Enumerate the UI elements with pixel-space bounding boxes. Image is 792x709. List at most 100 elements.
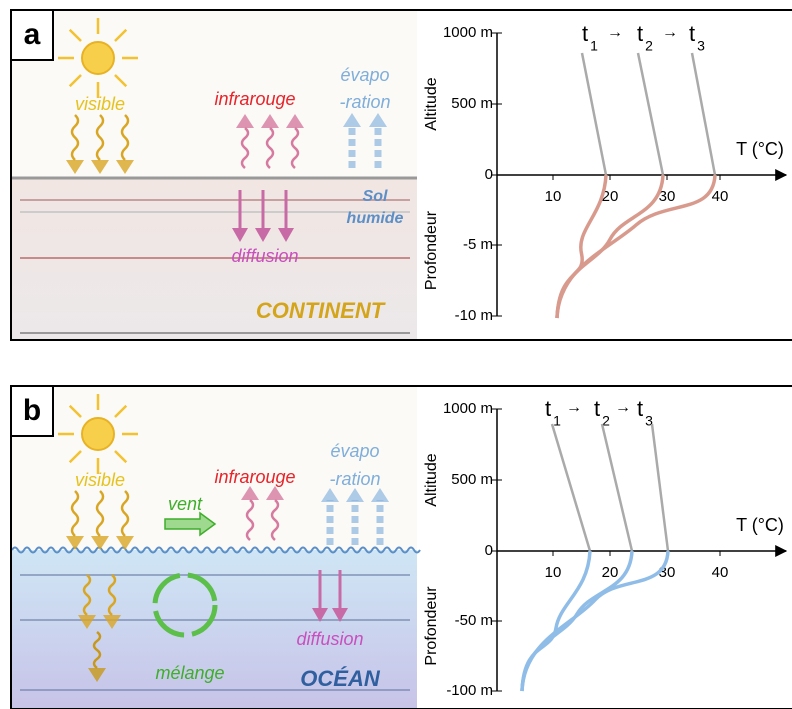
panel-letter: b — [23, 394, 41, 427]
y-axis-label: Altitude — [423, 453, 440, 506]
arrow-head — [278, 228, 294, 242]
wavy-arrow — [120, 490, 130, 537]
time-index: 3 — [697, 38, 705, 54]
label-visible: visible — [75, 94, 125, 114]
y-tick-label: -100 m — [446, 682, 493, 699]
wavy-arrow — [70, 114, 80, 161]
wavy-arrow — [82, 574, 92, 616]
wavy-arrow — [95, 490, 105, 537]
time-symbol: t — [594, 396, 600, 421]
letter-box — [10, 385, 54, 437]
arrow-head — [91, 536, 109, 550]
sun-ray — [114, 450, 128, 464]
label-sol: Sol — [363, 188, 388, 205]
arrow-head — [88, 668, 106, 682]
sun-ray — [68, 404, 82, 418]
ground-profile — [520, 550, 670, 692]
x-tick-label: 10 — [545, 564, 562, 581]
label-visible: visible — [75, 470, 125, 490]
sun-ray — [114, 28, 128, 42]
label-evapo: évapo — [340, 65, 389, 85]
arrow-head — [116, 536, 134, 550]
time-index: 2 — [645, 38, 653, 54]
label-ration: -ration — [329, 469, 380, 489]
label-surface: OCÉAN — [300, 666, 381, 691]
arrow-head — [91, 160, 109, 174]
x-tick-label: 10 — [545, 188, 562, 205]
air-profile — [600, 423, 634, 552]
wavy-arrow — [70, 490, 80, 537]
sky — [12, 386, 417, 550]
label-evapo: évapo — [330, 441, 379, 461]
y-axis-label: Profondeur — [423, 586, 440, 666]
y-tick-label: 1000 m — [443, 24, 493, 41]
arrow-head — [66, 536, 84, 550]
ground-profile — [555, 174, 608, 319]
y-axis-label: Profondeur — [423, 210, 440, 290]
air-profile — [550, 423, 592, 552]
time-symbol: t — [637, 396, 643, 421]
label-diffusion: diffusion — [296, 629, 363, 649]
time-arrow: → — [607, 24, 623, 41]
x-axis-label: T (°C) — [736, 515, 784, 535]
label-melange: mélange — [155, 663, 224, 683]
arrow-head — [332, 608, 348, 622]
y-tick-label: 500 m — [451, 471, 493, 488]
wavy-arrow — [245, 499, 255, 541]
label-ration: -ration — [339, 92, 390, 112]
time-symbol: t — [545, 396, 551, 421]
wavy-arrow — [107, 574, 117, 616]
label-infrarouge: infrarouge — [214, 89, 295, 109]
arrow-head — [261, 114, 279, 128]
wavy-arrow — [240, 127, 250, 169]
arrow-head — [103, 615, 121, 629]
arrow-head — [371, 488, 389, 502]
air-profile — [636, 52, 665, 176]
time-arrow: → — [615, 399, 631, 416]
time-index: 1 — [553, 413, 561, 429]
y-tick-label: -50 m — [455, 612, 493, 629]
wavy-arrow — [270, 499, 280, 541]
sun-ray — [68, 450, 82, 464]
wavy-arrow — [265, 127, 275, 169]
arrow-head — [312, 608, 328, 622]
wavy-arrow — [120, 114, 130, 161]
label-humide: humide — [347, 210, 404, 227]
arrow-head — [286, 114, 304, 128]
x-tick-label: 20 — [602, 188, 619, 205]
y-axis-label: Altitude — [423, 77, 440, 130]
wavy-arrow — [92, 631, 102, 669]
time-symbol: t — [582, 21, 588, 46]
time-arrow: → — [662, 24, 678, 41]
x-tick-label: 30 — [659, 564, 676, 581]
time-index: 1 — [590, 38, 598, 54]
panel: b visible infrarouge évapo -ration diffusion O… — [10, 385, 792, 709]
arrow-head — [241, 486, 259, 500]
air-profile — [690, 52, 717, 176]
y-tick-label: 500 m — [451, 95, 493, 112]
letter-box — [10, 9, 54, 61]
arrow-head — [321, 488, 339, 502]
sun-ray — [68, 28, 82, 42]
wavy-arrow — [290, 127, 300, 169]
arrow-head — [66, 160, 84, 174]
y-tick-label: -5 m — [463, 236, 493, 253]
sun-ray — [114, 404, 128, 418]
arrow-head — [266, 486, 284, 500]
sun-ray — [114, 74, 128, 88]
time-symbol: t — [689, 21, 695, 46]
arrow-head — [255, 228, 271, 242]
air-profile — [650, 423, 670, 552]
y-tick-label: 0 — [485, 542, 493, 559]
time-symbol: t — [637, 21, 643, 46]
arrow-head — [343, 113, 361, 127]
panel: a visible infrarouge évapo -ration diffusion C… — [10, 9, 792, 341]
panel-frame — [10, 385, 792, 709]
sun — [81, 417, 115, 451]
sea — [12, 550, 417, 709]
arrow-head — [346, 488, 364, 502]
x-axis-label: T (°C) — [736, 139, 784, 159]
label-diffusion: diffusion — [231, 246, 298, 266]
y-tick-label: 1000 m — [443, 400, 493, 417]
